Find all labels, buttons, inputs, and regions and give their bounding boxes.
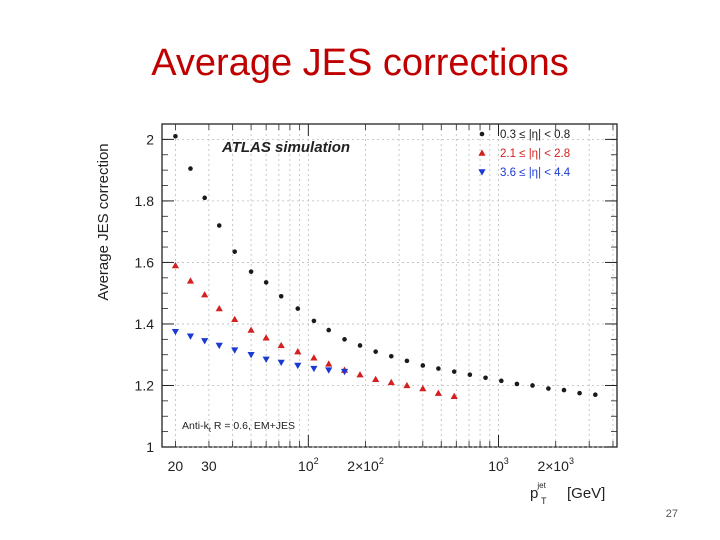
data-point-series-3	[247, 352, 255, 359]
legend: 0.3 ≤ |η| < 0.8 2.1 ≤ |η| < 2.8 3.6 ≤ |η| …	[478, 129, 571, 179]
data-point-series-3	[262, 356, 270, 363]
data-point-series-3	[277, 359, 285, 367]
axis-ticks	[162, 123, 617, 448]
x-tick-label: 30	[201, 458, 217, 474]
data-point-series-3	[294, 362, 302, 370]
plot-frame	[161, 123, 618, 448]
data-point-series-1	[295, 306, 301, 311]
data-point-series-3	[215, 342, 223, 350]
data-point-series-1	[483, 375, 488, 381]
y-tick-label: 1	[146, 439, 154, 455]
data-point-series-1	[593, 392, 598, 398]
data-point-series-2	[403, 381, 411, 389]
x-tick-label: 2×102	[347, 456, 384, 474]
data-point-series-2	[310, 354, 318, 361]
data-point-series-1	[467, 372, 473, 378]
data-point-series-3	[310, 365, 318, 373]
data-point-series-1	[188, 166, 193, 171]
data-point-series-1	[216, 223, 222, 228]
data-point-series-1	[278, 293, 284, 299]
data-point-series-3	[186, 333, 195, 340]
data-point-series-2	[201, 291, 209, 298]
data-point-series-1	[326, 327, 332, 333]
x-tick-label: 103	[488, 456, 509, 474]
data-point-series-2	[419, 384, 427, 392]
data-point-series-1	[357, 343, 363, 348]
slide-title: Average JES corrections	[151, 42, 569, 84]
data-point-series-1	[577, 390, 582, 396]
data-point-series-3	[231, 347, 239, 354]
data-point-series-1	[404, 358, 410, 364]
data-point-series-2	[247, 326, 255, 333]
data-point-series-1	[173, 134, 178, 139]
x-tick-label: 102	[298, 456, 319, 474]
legend-label-series-1: 0.3 ≤ |η| < 0.8	[500, 129, 570, 141]
data-point-series-2	[231, 315, 239, 323]
data-point-series-1	[499, 378, 504, 384]
x-tick-label: 20	[168, 458, 184, 474]
data-point-series-1	[263, 280, 269, 285]
data-point-series-2	[277, 341, 285, 349]
y-axis-label: Average JES correction	[95, 143, 112, 300]
data-point-series-1	[248, 269, 254, 274]
legend-marker-series-3	[478, 169, 486, 176]
data-point-series-2	[372, 375, 380, 383]
data-point-series-1	[451, 369, 457, 374]
legend-marker-series-1	[479, 131, 485, 137]
y-tick-label: 1.8	[135, 193, 155, 209]
data-point-series-1	[373, 349, 378, 354]
data-point-series-1	[546, 386, 551, 391]
chart-title: ATLAS simulation	[221, 139, 350, 156]
data-point-series-1	[420, 363, 426, 368]
y-tick-label: 1.6	[135, 254, 155, 270]
data-point-series-2	[262, 334, 270, 341]
x-tick-labels: 20 30 102 2×102 103 2×103	[168, 456, 574, 474]
data-point-series-2	[215, 304, 223, 312]
data-point-series-1	[561, 387, 567, 393]
data-points	[171, 134, 598, 399]
legend-label-series-3: 3.6 ≤ |η| < 4.4	[500, 167, 571, 179]
data-point-series-1	[436, 366, 441, 371]
legend-label-series-2: 2.1 ≤ |η| < 2.8	[500, 148, 570, 160]
data-point-series-2	[387, 378, 395, 386]
data-point-series-1	[311, 318, 317, 324]
data-point-series-3	[171, 328, 180, 336]
y-tick-label: 2	[146, 131, 154, 147]
y-tick-label: 1.2	[135, 377, 155, 393]
x-tick-label: 2×103	[537, 456, 574, 474]
data-point-series-2	[325, 360, 333, 367]
legend-marker-series-2	[478, 149, 486, 156]
data-point-series-1	[232, 249, 238, 254]
data-point-series-1	[388, 353, 394, 359]
data-point-series-1	[342, 337, 347, 342]
data-point-series-1	[202, 195, 207, 201]
data-point-series-1	[530, 383, 535, 388]
jes-correction-chart: 1 1.2 1.4 1.6 1.8 2 20 30 102 2×102 103 2×103 ATLA…	[95, 123, 618, 506]
chart-annotation: Anti-kt R = 0.6, EM+JES	[182, 420, 295, 434]
page-number: 27	[665, 508, 678, 520]
x-axis-label: pjet T [GeV]	[530, 481, 605, 506]
data-point-series-1	[514, 381, 520, 387]
data-point-series-2	[186, 277, 195, 284]
data-point-series-2	[450, 392, 458, 399]
data-point-series-3	[325, 367, 333, 374]
data-point-series-2	[171, 261, 180, 269]
grid-lines	[162, 124, 617, 448]
data-point-series-2	[434, 389, 442, 396]
data-point-series-3	[340, 368, 349, 376]
y-tick-labels: 1 1.2 1.4 1.6 1.8 2	[135, 131, 155, 455]
data-point-series-2	[294, 348, 302, 355]
y-tick-label: 1.4	[135, 316, 155, 332]
data-point-series-2	[356, 371, 364, 378]
data-point-series-3	[201, 338, 209, 345]
